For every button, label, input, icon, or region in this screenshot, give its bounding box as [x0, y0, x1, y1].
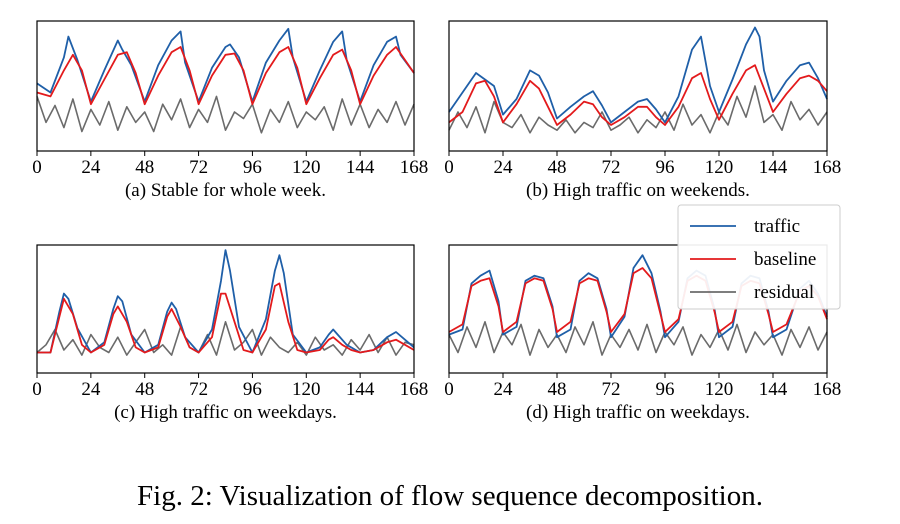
- x-tick-label: 0: [32, 379, 42, 400]
- x-tick-label: 168: [813, 157, 842, 178]
- x-tick-label: 144: [759, 379, 788, 400]
- panel-c: 0 24 48 72 96 120 144 168 (c) High traffic on we…: [32, 244, 429, 423]
- series-line-baseline: [36, 46, 415, 106]
- series-line-residual: [36, 95, 415, 134]
- axes-frame: [448, 20, 828, 152]
- x-tick-label: 144: [346, 379, 375, 400]
- panel-b: 0 24 48 72 96 120 144 168 (b) High traffic on we…: [444, 20, 842, 201]
- x-tick-label: 96: [656, 157, 675, 178]
- series-line-traffic: [448, 26, 828, 124]
- legend-entry-residual: residual: [754, 282, 814, 303]
- x-tick-label: 168: [400, 379, 429, 400]
- panel-caption: (c) High traffic on weekdays.: [114, 402, 337, 423]
- panel-caption: (d) High traffic on weekdays.: [526, 402, 750, 423]
- x-tick-label: 48: [548, 157, 567, 178]
- x-tick-label: 24: [494, 379, 514, 400]
- x-tick-label: 72: [189, 379, 208, 400]
- x-tick-label: 120: [705, 379, 734, 400]
- legend-entry-baseline: baseline: [754, 249, 816, 270]
- x-tick-label: 24: [81, 379, 101, 400]
- x-tick-label: 96: [656, 379, 675, 400]
- legend-box: [677, 204, 841, 310]
- x-tick-label: 120: [292, 379, 321, 400]
- x-tick-label: 24: [81, 157, 101, 178]
- panel-caption: (a) Stable for whole week.: [125, 180, 326, 201]
- x-tick-label: 0: [444, 379, 454, 400]
- x-tick-label: 144: [346, 157, 375, 178]
- axes-frame: [36, 20, 415, 152]
- x-tick-label: 48: [135, 379, 154, 400]
- panel-a: 0 24 48 72 96 120 144 168 (a) Stable for whole w…: [32, 20, 429, 201]
- x-tick-label: 0: [32, 157, 42, 178]
- x-tick-label: 24: [494, 157, 514, 178]
- x-tick-label: 120: [292, 157, 321, 178]
- x-tick-label: 144: [759, 157, 788, 178]
- x-tick-label: 48: [135, 157, 154, 178]
- panel-caption: (b) High traffic on weekends.: [526, 180, 750, 201]
- series-line-baseline: [37, 282, 415, 354]
- x-tick-label: 0: [444, 157, 454, 178]
- x-tick-label: 48: [548, 379, 567, 400]
- x-tick-label: 96: [243, 379, 262, 400]
- series-line-traffic: [37, 249, 415, 354]
- x-tick-label: 168: [813, 379, 842, 400]
- x-tick-label: 72: [602, 379, 621, 400]
- panel-d: 0 24 48 72 96 120 144 168 (d) High traffic on we…: [444, 244, 842, 423]
- x-tick-label: 120: [705, 157, 734, 178]
- x-tick-label: 168: [400, 157, 429, 178]
- series-line-residual: [448, 85, 828, 134]
- axes-frame: [36, 244, 415, 374]
- legend-entry-traffic: traffic: [754, 216, 800, 237]
- legend: traffic baseline residual: [677, 204, 841, 310]
- x-tick-label: 72: [189, 157, 208, 178]
- series-line-baseline: [448, 64, 828, 126]
- x-tick-label: 72: [602, 157, 621, 178]
- series-line-residual: [448, 320, 828, 356]
- x-tick-label: 96: [243, 157, 262, 178]
- figure-caption: Fig. 2: Visualization of flow sequence d…: [137, 480, 763, 512]
